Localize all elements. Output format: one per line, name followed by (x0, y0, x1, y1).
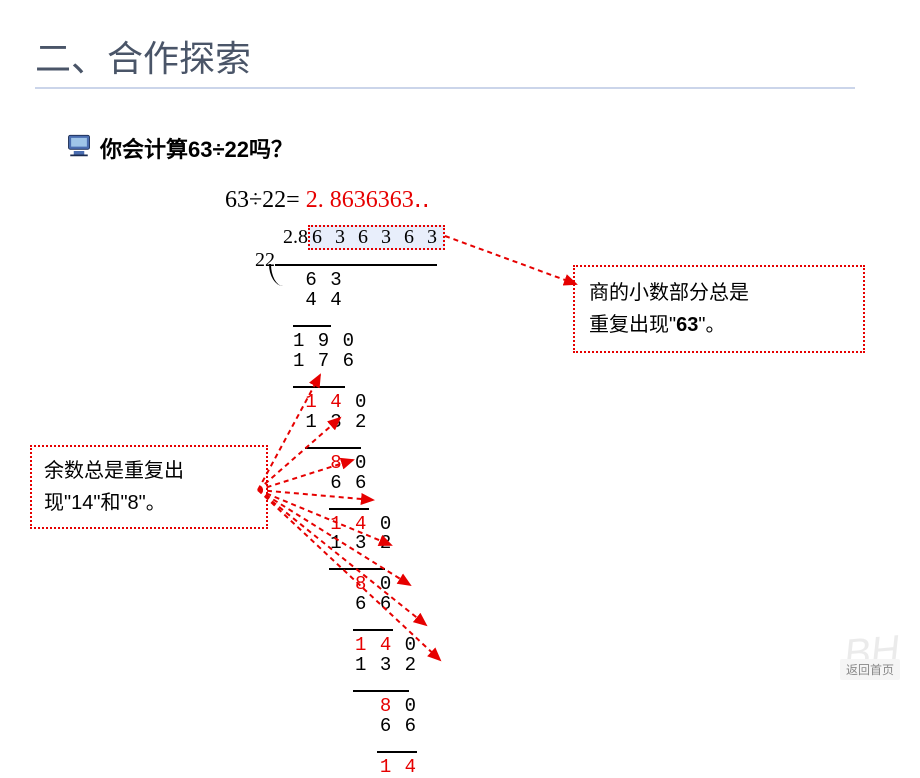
calc-l2: 4 4 (293, 291, 445, 311)
underline-4 (329, 508, 369, 510)
calc-body: 6 3 4 4 1 9 0 1 7 6 1 4 0 1 3 2 8 0 6 6 … (293, 271, 445, 778)
tip-right-line2a: 重复出现" (589, 314, 676, 336)
underline-6 (353, 629, 393, 631)
underline-7 (353, 690, 409, 692)
calc-l11: 8 0 (293, 575, 445, 595)
title-text: 二、合作探索 (35, 39, 251, 79)
quotient-repeating-box: 6 3 6 3 6 3 (308, 225, 445, 250)
calc-l6: 1 3 2 (293, 413, 445, 433)
quotient: 2.86 3 6 3 6 3 (283, 225, 445, 250)
remainder-tip-box: 余数总是重复出 现"14"和"8"。 (30, 445, 268, 529)
section-heading: 二、合作探索 (35, 30, 855, 89)
calc-l9: 1 4 0 (293, 515, 445, 535)
calc-l1: 6 3 (293, 271, 445, 291)
equation: 63÷22= 2. 8636363‥ (225, 185, 430, 214)
tip-right-line1: 商的小数部分总是 (589, 282, 749, 304)
title-underline (35, 87, 855, 89)
calc-l14: 1 3 2 (293, 656, 445, 676)
underline-2 (293, 386, 345, 388)
underline-5 (329, 568, 385, 570)
calc-l13: 1 4 0 (293, 636, 445, 656)
calc-l7: 8 0 (293, 454, 445, 474)
equation-result: 2. 8636363‥ (300, 187, 430, 213)
computer-icon (65, 130, 93, 158)
calc-l5: 1 4 0 (293, 393, 445, 413)
calc-l12: 6 6 (293, 595, 445, 615)
underline-8 (377, 751, 417, 753)
calc-l4: 1 7 6 (293, 352, 445, 372)
calc-l10: 1 3 2 (293, 534, 445, 554)
return-home-button[interactable]: 返回首页 (840, 659, 900, 680)
calc-l3: 1 9 0 (293, 332, 445, 352)
calc-l8: 6 6 (293, 474, 445, 494)
divisor-row: 22 (255, 250, 445, 271)
tip-left-line1: 余数总是重复出 (44, 460, 184, 482)
calc-l16: 6 6 (293, 717, 445, 737)
long-division: 2.86 3 6 3 6 3 22 6 3 4 4 1 9 0 1 7 6 1 … (255, 225, 445, 778)
equation-left: 63÷22= (225, 187, 300, 213)
division-bracket (275, 264, 437, 266)
quotient-tip-box: 商的小数部分总是 重复出现"63"。 (573, 265, 865, 353)
underline-1 (293, 325, 331, 327)
quotient-prefix: 2.8 (283, 226, 308, 248)
calc-l17: 1 4 (293, 758, 445, 778)
underline-3 (305, 447, 361, 449)
tip-left-line2: 现"14"和"8"。 (44, 492, 166, 514)
tip-right-bold: 63 (676, 314, 698, 336)
calc-l15: 8 0 (293, 697, 445, 717)
question-text: 你会计算63÷22吗？ (100, 132, 293, 164)
tip-right-line2c: "。 (698, 314, 725, 336)
